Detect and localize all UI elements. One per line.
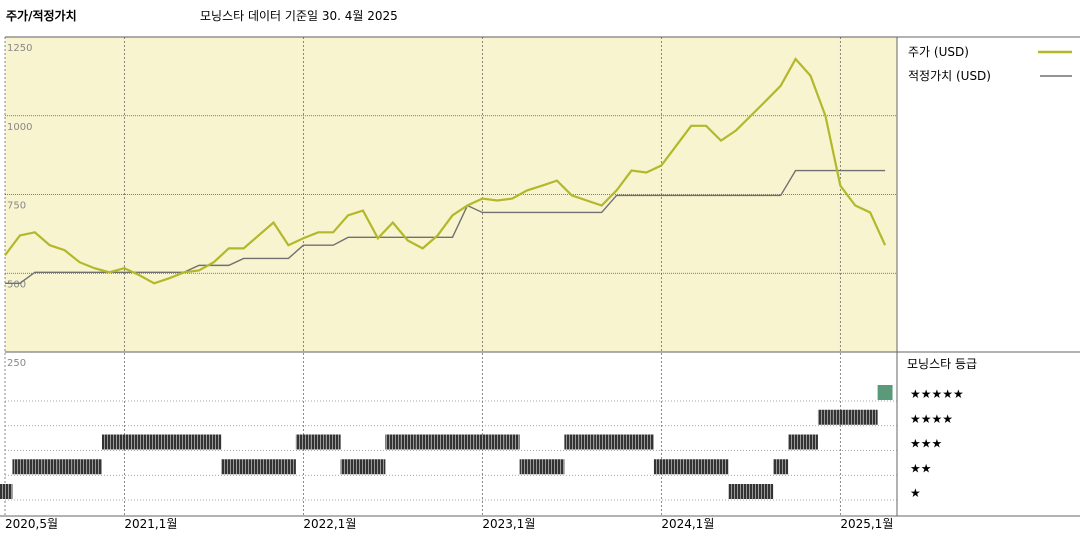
rating-label: ★ xyxy=(910,486,921,500)
rating-title: 모닝스타 등급 xyxy=(907,357,977,371)
rating-bar xyxy=(713,459,729,475)
rating-bar xyxy=(72,459,88,475)
y-tick-label: 250 xyxy=(7,358,26,369)
rating-bar xyxy=(877,385,893,400)
rating-bar xyxy=(609,434,625,450)
rating-bar xyxy=(0,484,13,499)
rating-bar xyxy=(698,459,714,475)
rating-bar xyxy=(236,459,252,475)
x-tick-label: 2022,1월 xyxy=(303,517,356,531)
rating-bar xyxy=(27,459,43,475)
rating-bar xyxy=(266,459,281,475)
chart-title: 주가/적정가치 xyxy=(6,8,77,23)
rating-bar xyxy=(728,484,744,499)
rating-bar xyxy=(847,409,863,425)
rating-bar xyxy=(415,434,431,450)
rating-bar xyxy=(161,434,177,450)
x-tick-label: 2021,1월 xyxy=(124,517,177,531)
rating-bar xyxy=(101,434,117,450)
rating-label: ★★★★★ xyxy=(910,387,964,401)
rating-bar xyxy=(459,434,475,450)
rating-bar xyxy=(832,409,848,425)
rating-bar xyxy=(42,459,58,475)
legend-label: 주가 (USD) xyxy=(908,45,969,59)
rating-bar xyxy=(504,434,520,450)
rating-bar xyxy=(191,434,207,450)
rating-bar xyxy=(400,434,416,450)
rating-bar xyxy=(310,434,326,450)
rating-bar xyxy=(340,459,356,475)
rating-bar xyxy=(131,434,147,450)
rating-bar xyxy=(116,434,132,450)
rating-bar xyxy=(564,434,580,450)
rating-bar xyxy=(430,434,446,450)
rating-bar xyxy=(534,459,550,475)
rating-bar xyxy=(489,434,505,450)
rating-bar xyxy=(594,434,610,450)
rating-bar xyxy=(57,459,73,475)
x-tick-label: 2024,1월 xyxy=(661,517,714,531)
y-tick-label: 500 xyxy=(7,279,26,290)
rating-label: ★★★★ xyxy=(910,412,953,426)
rating-bar xyxy=(803,434,818,450)
rating-bar xyxy=(385,434,401,450)
rating-bar xyxy=(146,434,162,450)
rating-bar xyxy=(788,434,804,450)
rating-bar xyxy=(370,459,386,475)
rating-bar xyxy=(519,459,535,475)
rating-bar xyxy=(668,459,684,475)
rating-label: ★★★ xyxy=(910,437,942,451)
rating-bar xyxy=(295,434,311,450)
rating-bar xyxy=(638,434,654,450)
rating-bar xyxy=(862,409,878,425)
rating-bar xyxy=(206,434,222,450)
rating-bar xyxy=(653,459,669,475)
x-tick-label: 2020,5월 xyxy=(5,517,58,531)
rating-bar xyxy=(817,409,833,425)
rating-bar xyxy=(280,459,296,475)
rating-bar xyxy=(176,434,192,450)
rating-bar xyxy=(251,459,267,475)
x-tick-label: 2023,1월 xyxy=(482,517,535,531)
rating-bar xyxy=(221,459,237,475)
rating-bar xyxy=(579,434,595,450)
rating-bar xyxy=(445,434,460,450)
rating-bar xyxy=(12,459,28,475)
rating-bar xyxy=(773,459,789,475)
y-tick-label: 1000 xyxy=(7,122,32,133)
series-line xyxy=(4,57,887,285)
x-tick-label: 2025,1월 xyxy=(840,517,893,531)
series-line xyxy=(5,169,886,285)
rating-bar xyxy=(325,434,341,450)
rating-bar xyxy=(683,459,699,475)
rating-bar xyxy=(355,459,371,475)
rating-label: ★★ xyxy=(910,461,932,475)
rating-bar xyxy=(624,434,639,450)
rating-bar xyxy=(549,459,565,475)
rating-bar xyxy=(474,434,490,450)
legend-label: 적정가치 (USD) xyxy=(908,69,991,83)
rating-bar xyxy=(758,484,774,499)
rating-bar xyxy=(87,459,102,475)
y-tick-label: 750 xyxy=(7,201,26,212)
y-tick-label: 1250 xyxy=(7,43,32,54)
rating-bar xyxy=(743,484,759,499)
chart-subtitle: 모닝스타 데이터 기준일 30. 4월 2025 xyxy=(200,9,398,23)
